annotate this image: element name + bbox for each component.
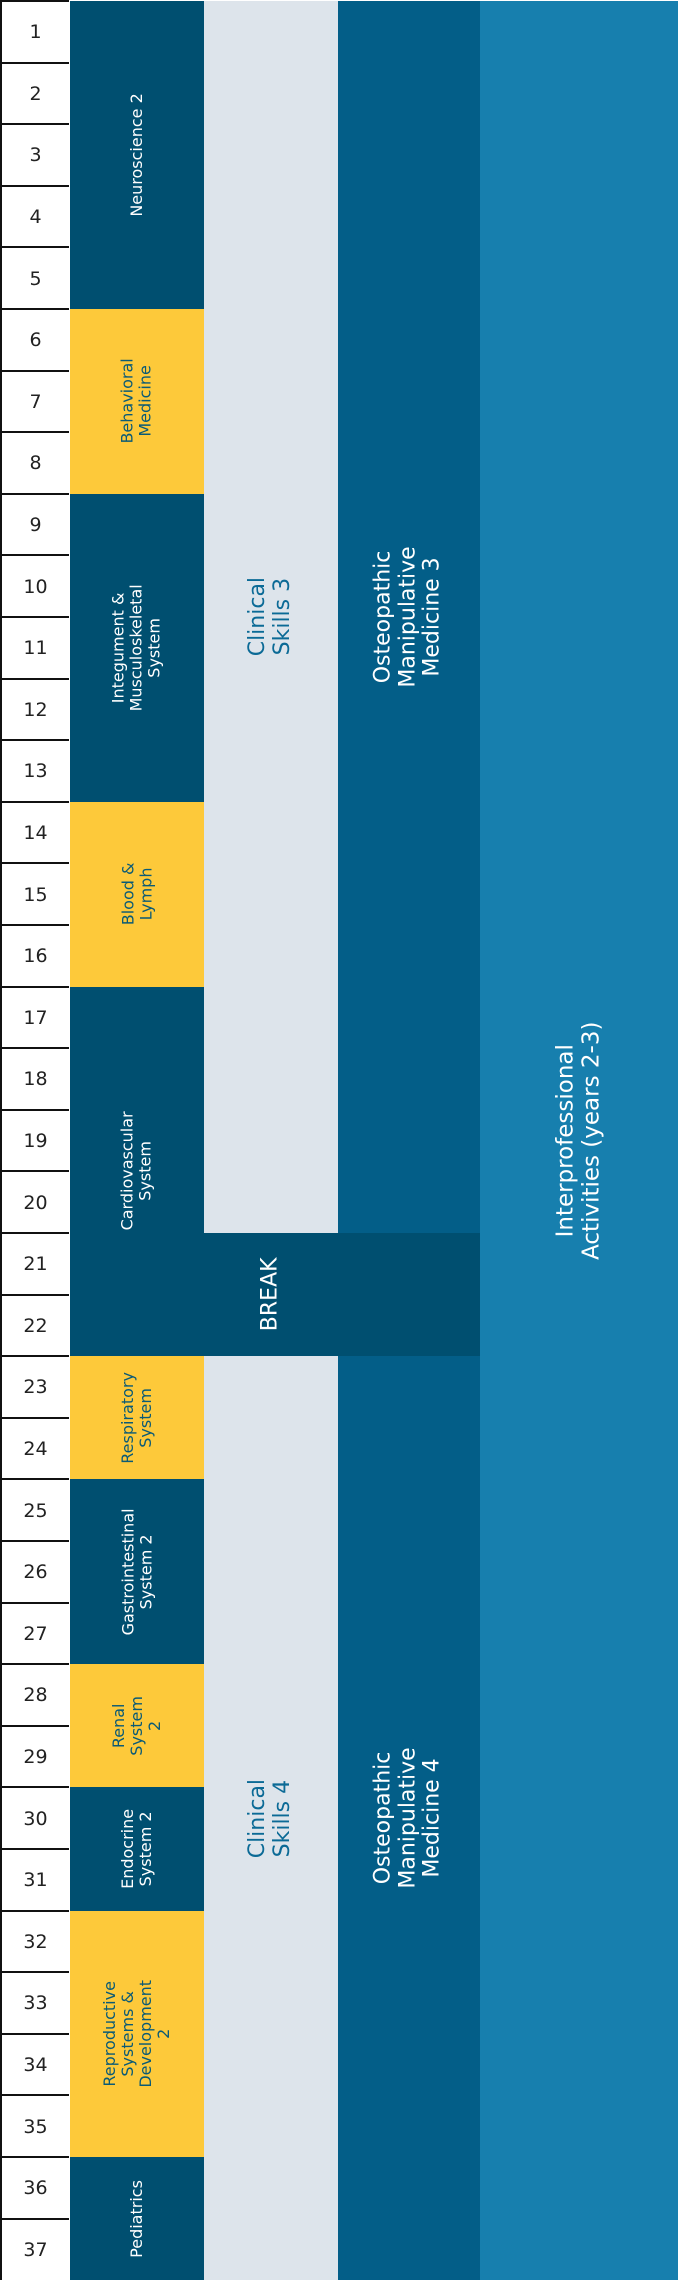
course-block: Renal System 2 bbox=[70, 1664, 204, 1788]
course-block-label: Pediatrics bbox=[127, 2179, 147, 2258]
course-block-label: Gastrointestinal System 2 bbox=[118, 1508, 155, 1636]
week-number-cell: 5 bbox=[0, 246, 69, 309]
break-block: BREAK bbox=[204, 1233, 480, 1357]
week-number-cell: 27 bbox=[0, 1601, 69, 1665]
week-number-cell: 15 bbox=[0, 862, 69, 925]
week-number-cell: 31 bbox=[0, 1848, 69, 1911]
week-number-cell: 8 bbox=[0, 431, 69, 494]
osteopathic-manipulative-medicine-block: Osteopathic Manipulative Medicine 4 bbox=[338, 1356, 480, 2281]
course-block: Respiratory System bbox=[70, 1356, 204, 1480]
course-block: Pediatrics bbox=[70, 2157, 204, 2281]
week-number-cell: 30 bbox=[0, 1786, 69, 1849]
course-block: Gastrointestinal System 2 bbox=[70, 1479, 204, 1665]
course-block: Behavioral Medicine bbox=[70, 309, 204, 494]
course-block: Integument & Musculoskeletal System bbox=[70, 493, 204, 802]
week-number-cell: 9 bbox=[0, 492, 69, 556]
course-block-label: Behavioral Medicine bbox=[118, 358, 155, 445]
week-number-cell: 32 bbox=[0, 1909, 69, 1973]
course-block: Blood & Lymph bbox=[70, 801, 204, 987]
week-number-cell: 29 bbox=[0, 1724, 69, 1788]
week-number-cell: 17 bbox=[0, 985, 69, 1049]
osteopathic-manipulative-medicine-block-label: Osteopathic Manipulative Medicine 4 bbox=[371, 1747, 446, 1889]
course-block-label: Blood & Lymph bbox=[118, 862, 155, 926]
week-number-cell: 13 bbox=[0, 739, 69, 802]
week-number-cell: 36 bbox=[0, 2156, 69, 2219]
course-block-label: Respiratory System bbox=[118, 1371, 155, 1464]
course-block: Neuroscience 2 bbox=[70, 1, 204, 309]
course-block-label: Reproductive Systems & Development 2 bbox=[100, 1979, 173, 2088]
week-number-cell: 22 bbox=[0, 1293, 69, 1357]
week-number-cell: 18 bbox=[0, 1047, 69, 1110]
week-number-cell: 11 bbox=[0, 616, 69, 679]
week-number-cell: 23 bbox=[0, 1355, 69, 1418]
clinical-skills-block-label: Clinical Skills 3 bbox=[245, 577, 295, 657]
week-number-cell: 12 bbox=[0, 677, 69, 741]
week-number-cell: 6 bbox=[0, 308, 69, 371]
week-number-cell: 7 bbox=[0, 369, 69, 433]
week-number-cell: 35 bbox=[0, 2094, 69, 2157]
week-number-cell: 21 bbox=[0, 1232, 69, 1295]
week-number-cell: 2 bbox=[0, 61, 69, 125]
osteopathic-manipulative-medicine-block: Osteopathic Manipulative Medicine 3 bbox=[338, 1, 480, 1233]
interprofessional-activities-block: Interprofessional Activities (years 2-3) bbox=[480, 1, 678, 2281]
week-number-cell: 37 bbox=[0, 2217, 69, 2281]
week-number-cell: 16 bbox=[0, 924, 69, 987]
course-block-label: Integument & Musculoskeletal System bbox=[109, 584, 164, 712]
course-block-label: Renal System 2 bbox=[109, 1695, 164, 1756]
osteopathic-manipulative-medicine-block-label: Osteopathic Manipulative Medicine 3 bbox=[371, 546, 446, 688]
course-block-label: Endocrine System 2 bbox=[118, 1808, 155, 1889]
clinical-skills-block: Clinical Skills 3 bbox=[204, 1, 338, 1233]
clinical-skills-block: Clinical Skills 4 bbox=[204, 1356, 338, 2281]
week-number-cell: 33 bbox=[0, 1971, 69, 2034]
course-block: Endocrine System 2 bbox=[70, 1787, 204, 1911]
week-number-cell: 26 bbox=[0, 1540, 69, 1603]
course-block: Cardiovascular System bbox=[70, 986, 204, 1357]
week-number-cell: 19 bbox=[0, 1108, 69, 1172]
course-block-label: Neuroscience 2 bbox=[127, 93, 147, 217]
week-number-cell: 24 bbox=[0, 1416, 69, 1480]
week-number-cell: 34 bbox=[0, 2032, 69, 2096]
week-number-cell: 1 bbox=[0, 0, 69, 63]
interprofessional-activities-block-label: Interprofessional Activities (years 2-3) bbox=[552, 1021, 605, 1260]
week-number-cell: 4 bbox=[0, 184, 69, 248]
course-block-label: Cardiovascular System bbox=[118, 1111, 155, 1231]
week-number-cell: 10 bbox=[0, 554, 69, 617]
course-block: Reproductive Systems & Development 2 bbox=[70, 1910, 204, 2157]
week-number-cell: 25 bbox=[0, 1478, 69, 1541]
clinical-skills-block-label: Clinical Skills 4 bbox=[245, 1778, 295, 1858]
week-number-cell: 14 bbox=[0, 800, 69, 864]
week-number-cell: 3 bbox=[0, 123, 69, 186]
week-number-cell: 20 bbox=[0, 1170, 69, 1233]
week-number-cell: 28 bbox=[0, 1663, 69, 1726]
break-label: BREAK bbox=[257, 1257, 283, 1332]
